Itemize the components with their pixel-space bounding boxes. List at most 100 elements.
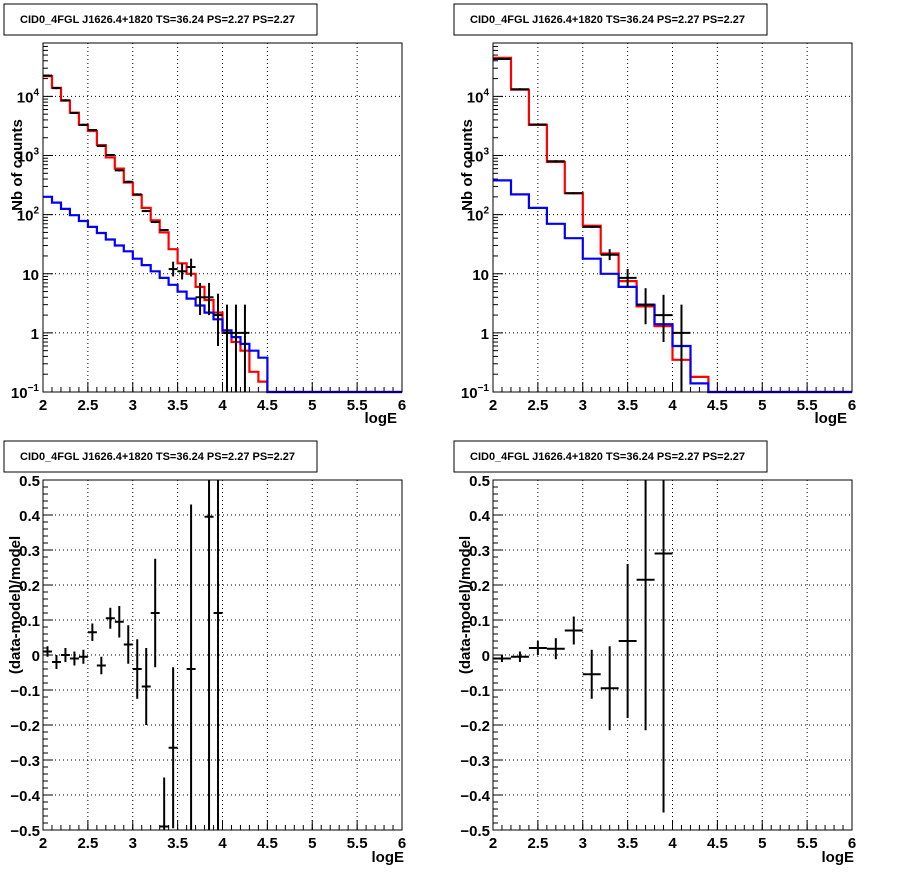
data-point: [510, 88, 529, 91]
data-point: [123, 625, 133, 664]
y-tick-label: 10−1: [461, 383, 490, 402]
data-point: [564, 192, 583, 195]
data-point: [168, 261, 178, 277]
data-point: [150, 221, 160, 224]
x-tick-label: 3.5: [617, 835, 638, 852]
y-tick-label: 0.2: [19, 578, 40, 595]
x-tick-label: 5.5: [797, 835, 818, 852]
data-point: [132, 639, 142, 699]
data-point: [654, 480, 673, 813]
x-tick-label: 2: [39, 835, 47, 852]
data-point: [150, 558, 160, 668]
chart-title: CID0_4FGL J1626.4+1820 TS=36.24 PS=2.27 …: [470, 14, 745, 26]
data-point: [87, 623, 97, 641]
data-point: [78, 123, 88, 126]
x-tick-label: 5: [758, 835, 766, 852]
data-point: [204, 282, 214, 316]
plot-frame: [492, 42, 853, 393]
x-tick-label: 2: [489, 835, 497, 852]
y-tick-label: −0.5: [460, 823, 490, 840]
data-point: [222, 304, 232, 392]
data-point: [618, 269, 637, 287]
title-box: [3, 440, 318, 473]
y-tick-label: 104: [17, 87, 40, 106]
data-point: [564, 616, 583, 645]
plot-frame: [42, 479, 403, 831]
data-point: [51, 655, 61, 669]
data-point: [186, 504, 196, 830]
x-tick-label: 3: [129, 397, 137, 414]
x-axis-title: logE: [365, 410, 398, 427]
panel-spectrum-left: CID0_4FGL J1626.4+1820 TS=36.24 PS=2.27 …: [3, 3, 406, 427]
data-point: [600, 249, 619, 261]
y-tick-label: 0.3: [469, 543, 490, 560]
x-tick-label: 6: [398, 397, 406, 414]
data-point: [141, 210, 151, 213]
data-point: [105, 153, 115, 157]
panel-residual-right: CID0_4FGL J1626.4+1820 TS=36.24 PS=2.27 …: [453, 440, 856, 866]
chart-title: CID0_4FGL J1626.4+1820 TS=36.24 PS=2.27 …: [20, 14, 295, 26]
data-point: [528, 123, 547, 126]
y-tick-label: −0.3: [460, 753, 490, 770]
data-point: [528, 641, 547, 655]
data-point: [493, 655, 511, 662]
data-point: [546, 638, 565, 660]
data-point: [240, 304, 250, 392]
x-tick-label: 3.5: [167, 835, 188, 852]
y-tick-label: 1: [481, 326, 489, 343]
data-point: [618, 564, 637, 718]
x-tick-label: 4.5: [707, 397, 728, 414]
x-tick-label: 5: [308, 835, 316, 852]
x-tick-label: 2.5: [527, 397, 548, 414]
data-point: [177, 263, 187, 280]
y-tick-label: 10: [22, 267, 39, 284]
y-tick-label: 0.1: [469, 613, 490, 630]
y-tick-label: −0.2: [10, 718, 40, 735]
x-tick-label: 3.5: [167, 397, 188, 414]
x-tick-label: 3: [579, 835, 587, 852]
x-tick-label: 5.5: [347, 397, 368, 414]
y-tick-label: 0.5: [19, 473, 40, 490]
plot-area: [493, 480, 852, 830]
data-point: [114, 169, 124, 172]
data-point: [582, 649, 601, 699]
data-point: [186, 258, 196, 277]
y-tick-label: −0.2: [460, 718, 490, 735]
data-point: [636, 480, 655, 731]
y-tick-label: −0.1: [10, 683, 40, 700]
data-point: [159, 228, 169, 232]
data-point: [60, 99, 70, 102]
data-point: [132, 193, 142, 196]
plot-area: [43, 480, 402, 830]
y-tick-label: −0.4: [10, 788, 40, 805]
x-tick-label: 4: [668, 397, 677, 414]
y-tick-label: 1: [31, 326, 39, 343]
title-box: [453, 3, 768, 36]
data-point: [510, 651, 529, 662]
y-tick-label: −0.4: [460, 788, 490, 805]
x-tick-label: 2.5: [77, 397, 98, 414]
data-point: [195, 282, 205, 316]
x-tick-label: 4: [218, 397, 227, 414]
data-point: [582, 225, 601, 228]
y-tick-label: −0.3: [10, 753, 40, 770]
y-tick-label: 0.1: [19, 613, 40, 630]
data-point: [204, 480, 214, 830]
y-tick-label: 0.5: [469, 473, 490, 490]
x-tick-label: 6: [848, 397, 856, 414]
plot-frame: [42, 42, 403, 393]
x-tick-label: 4: [668, 835, 677, 852]
x-tick-label: 5: [758, 397, 766, 414]
y-axis-title: Nb of counts: [459, 119, 476, 211]
y-tick-label: 0.4: [19, 508, 41, 525]
y-axis-title: (data-model)/model: [457, 536, 474, 674]
data-point: [43, 74, 52, 77]
data-point: [159, 777, 169, 830]
x-tick-label: 5.5: [347, 835, 368, 852]
y-tick-label: 0: [482, 648, 490, 665]
data-point: [60, 648, 70, 662]
data-point: [654, 294, 673, 343]
x-tick-label: 5: [308, 397, 316, 414]
x-tick-label: 4.5: [257, 835, 278, 852]
